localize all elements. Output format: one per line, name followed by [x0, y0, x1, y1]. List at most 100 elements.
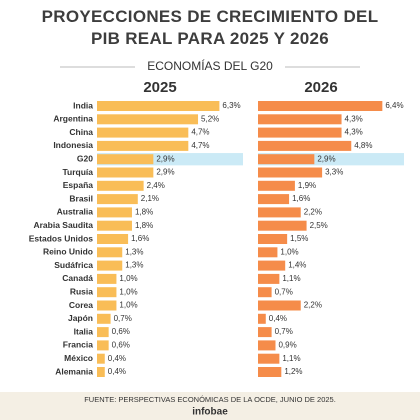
category-label: Japón [68, 313, 93, 323]
value-label: 1,0% [119, 274, 137, 283]
value-label: 2,2% [304, 208, 322, 217]
value-label: 1,1% [282, 274, 300, 283]
category-label: España [63, 180, 94, 190]
bar [97, 273, 117, 284]
value-label: 0,7% [114, 314, 132, 323]
bar [97, 140, 189, 151]
value-label: 1,0% [280, 247, 298, 256]
bar [258, 367, 282, 377]
bar [97, 260, 123, 271]
value-label: 6,3% [222, 101, 240, 110]
bar [258, 154, 315, 165]
value-label: 6,4% [385, 101, 403, 110]
bar [97, 114, 199, 125]
bar [97, 287, 117, 298]
category-label: G20 [77, 153, 93, 163]
bar [258, 167, 323, 178]
value-label: 0,4% [269, 314, 287, 323]
category-label: Reino Unido [43, 247, 93, 257]
bar [258, 180, 295, 191]
value-label: 4,8% [354, 141, 372, 150]
bar [258, 287, 272, 298]
value-label: 2,1% [141, 194, 159, 203]
legend-label: 2025 [143, 79, 176, 96]
value-label: 1,8% [135, 208, 153, 217]
value-label: 1,2% [284, 367, 302, 376]
bar [258, 101, 383, 111]
bar [97, 127, 189, 138]
source: FUENTE: PERSPECTIVAS ECONÓMICAS DE LA OC… [84, 395, 336, 404]
category-label: Alemania [55, 366, 93, 376]
bar [97, 180, 144, 191]
value-label: 1,6% [292, 194, 310, 203]
category-label: India [73, 100, 93, 110]
value-label: 1,4% [288, 261, 306, 270]
value-label: 4,3% [345, 128, 363, 137]
value-label: 1,8% [135, 221, 153, 230]
bar [258, 327, 272, 338]
bar [258, 273, 280, 284]
value-label: 1,9% [298, 181, 316, 190]
value-label: 4,7% [191, 128, 209, 137]
value-label: 0,4% [108, 354, 126, 363]
value-label: 0,4% [108, 367, 126, 376]
category-label: Italia [74, 326, 94, 336]
category-label: Estados Unidos [29, 233, 94, 243]
chart-title: PROYECCIONES DE CRECIMIENTO DEL PIB REAL… [41, 7, 379, 48]
value-label: 0,7% [275, 327, 293, 336]
category-label: Canadá [62, 273, 93, 283]
bar [258, 207, 301, 218]
bar [258, 127, 342, 138]
bar [97, 367, 105, 377]
legend-label: 2026 [304, 79, 337, 96]
bar [97, 300, 117, 311]
category-label: Sudáfrica [54, 260, 93, 270]
bar [258, 220, 307, 231]
value-label: 1,0% [119, 301, 137, 310]
bar [97, 247, 123, 258]
value-label: 1,6% [131, 234, 149, 243]
category-label: China [69, 127, 93, 137]
bar [97, 220, 132, 231]
bar [258, 353, 280, 364]
bar [258, 140, 352, 151]
footer-band [0, 392, 420, 420]
bar [258, 114, 342, 125]
value-label: 1,3% [125, 261, 143, 270]
bar [258, 313, 266, 324]
value-label: 5,2% [201, 114, 219, 123]
value-label: 3,3% [325, 168, 343, 177]
category-label: Brasil [69, 193, 93, 203]
bar [97, 154, 154, 165]
category-label: México [64, 353, 93, 363]
value-label: 0,7% [275, 287, 293, 296]
value-label: 1,0% [119, 287, 137, 296]
bar [97, 101, 220, 111]
bar [97, 340, 109, 351]
value-label: 2,9% [317, 154, 335, 163]
value-label: 2,9% [156, 168, 174, 177]
value-label: 1,3% [125, 247, 143, 256]
category-label: Indonesia [53, 140, 93, 150]
value-label: 4,3% [345, 114, 363, 123]
category-label: Arabia Saudita [33, 220, 93, 230]
value-label: 0,6% [112, 327, 130, 336]
bar [97, 194, 138, 205]
value-label: 0,9% [278, 341, 296, 350]
category-label: Argentina [53, 114, 93, 124]
logo: infobae [192, 407, 228, 418]
category-label: Turquía [62, 167, 93, 177]
value-label: 1,5% [290, 234, 308, 243]
value-label: 2,5% [310, 221, 328, 230]
bar [97, 207, 132, 218]
category-label: Corea [69, 300, 93, 310]
category-label: Francia [63, 340, 94, 350]
bar [258, 340, 276, 351]
bar [258, 260, 286, 271]
category-label: Rusia [70, 286, 93, 296]
value-label: 0,6% [112, 341, 130, 350]
bar [258, 234, 288, 244]
bar [97, 167, 154, 178]
value-label: 2,9% [156, 154, 174, 163]
